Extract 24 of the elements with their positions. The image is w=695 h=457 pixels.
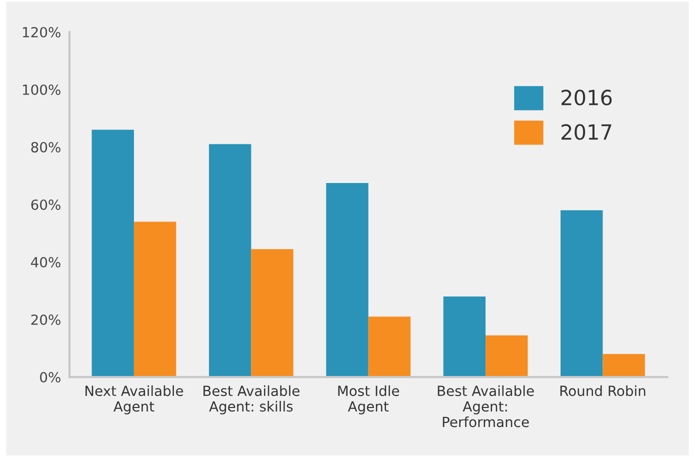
legend-label: 2017	[562, 124, 612, 140]
bar	[486, 335, 528, 378]
bar	[602, 354, 645, 378]
bar	[251, 249, 294, 378]
y-tick-label: 100%	[22, 84, 60, 95]
x-tick-label: Most Idle Agent	[338, 385, 400, 414]
bar	[443, 296, 486, 378]
bar	[92, 130, 134, 378]
bar	[368, 316, 411, 378]
y-tick-label: 80%	[31, 142, 60, 152]
x-tick-label: Best Available Agent: Performance	[438, 385, 534, 428]
x-tick-label: Best Available Agent: skills	[204, 385, 300, 414]
bar	[134, 222, 176, 378]
x-tick-label: Round Robin	[560, 385, 646, 396]
y-tick-label: 0%	[40, 372, 60, 382]
bar	[208, 144, 252, 378]
x-tick-label: Next Available Agent	[86, 385, 184, 414]
legend-label: 2016	[562, 90, 612, 106]
y-tick-label: 60%	[31, 199, 60, 210]
y-tick-label: 20%	[31, 314, 60, 325]
bar	[326, 182, 368, 378]
y-tick-label: 120%	[22, 26, 60, 38]
bar	[560, 210, 603, 378]
y-tick-label: 40%	[30, 256, 60, 268]
